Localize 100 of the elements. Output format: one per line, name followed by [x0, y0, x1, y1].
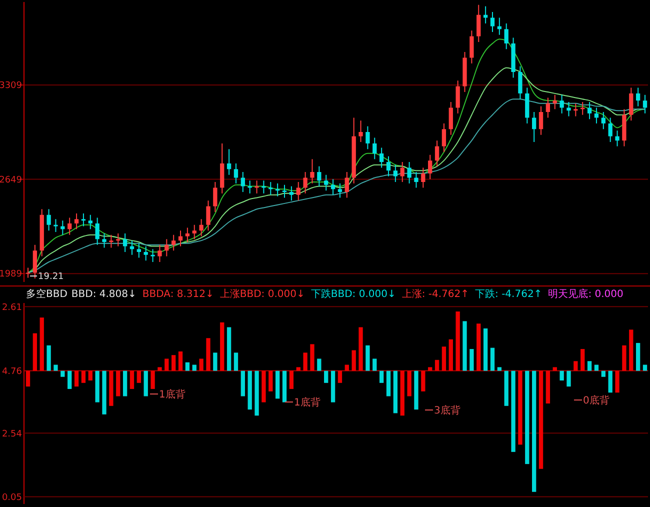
- text: 明天见底: 0.000: [548, 288, 624, 300]
- bar: [414, 370, 418, 410]
- candlestick: [136, 242, 141, 258]
- candlestick: [518, 66, 522, 100]
- candlestick: [185, 227, 190, 242]
- bar: [32, 333, 38, 371]
- candlestick: [629, 87, 634, 122]
- bar: [601, 370, 606, 377]
- text: 下跌BBD: 0.000↓: [310, 288, 396, 300]
- bar: [330, 370, 336, 402]
- bar: [456, 311, 460, 371]
- candlestick: [68, 217, 72, 236]
- bar: [310, 344, 314, 371]
- candlestick: [81, 212, 86, 227]
- bar: [324, 370, 328, 383]
- bar: [109, 370, 114, 406]
- annotation: 1底背: [294, 396, 320, 408]
- bar: [248, 370, 252, 410]
- candlestick: [372, 137, 377, 160]
- candlestick: [532, 112, 536, 142]
- candlestick: [74, 212, 79, 230]
- bar: [372, 358, 377, 371]
- bar: [185, 362, 190, 371]
- bar: [546, 370, 550, 404]
- candlestick: [88, 214, 92, 230]
- y-tick-label: 1989: [0, 270, 22, 280]
- bar: [386, 370, 391, 396]
- text: BBD: 4.808↓: [71, 289, 136, 300]
- bar: [68, 370, 72, 389]
- candlestick: [109, 234, 114, 248]
- text: 2.61: [2, 302, 22, 313]
- text: 上涨: -4.762↑: [402, 288, 470, 300]
- bar: [532, 370, 536, 492]
- annotation: 1底背: [159, 388, 186, 400]
- bar: [81, 370, 86, 383]
- candlestick: [178, 230, 183, 247]
- candlestick: [608, 117, 612, 142]
- bar: [504, 370, 508, 406]
- candlestick: [490, 12, 495, 32]
- bar: [164, 358, 169, 371]
- bar: [594, 364, 599, 371]
- candlestick: [538, 106, 544, 136]
- bar: [352, 350, 356, 371]
- candlestick: [54, 218, 58, 232]
- bar: [518, 370, 522, 445]
- bar: [262, 370, 266, 402]
- candlestick: [282, 184, 287, 198]
- bar: [490, 348, 495, 371]
- bar: [407, 370, 412, 396]
- text: 4.76: [2, 366, 22, 377]
- bar: [144, 370, 148, 396]
- annotation: 3底背: [434, 404, 460, 416]
- text: BBDA: 8.312↓: [142, 289, 214, 300]
- bar: [296, 367, 300, 371]
- candlestick: [102, 232, 106, 248]
- bar: [642, 364, 648, 371]
- bar: [483, 328, 488, 371]
- y-tick-label: 3309: [0, 81, 22, 92]
- candlestick: [172, 234, 176, 252]
- candlestick: [580, 102, 585, 116]
- bar: [622, 345, 626, 371]
- bar: [192, 364, 196, 371]
- candlestick: [289, 186, 294, 202]
- candlestick: [296, 182, 300, 202]
- annotation: 19.21: [38, 272, 64, 282]
- bar: [538, 370, 544, 469]
- candlestick: [240, 172, 245, 192]
- candlestick: [566, 102, 571, 117]
- candlestick: [642, 94, 648, 114]
- candlestick: [317, 166, 322, 187]
- annotation: 0底背: [583, 394, 610, 406]
- bar: [88, 370, 92, 380]
- candlestick: [310, 158, 314, 184]
- bar: [421, 370, 426, 392]
- bar: [26, 370, 30, 387]
- bar: [552, 367, 557, 371]
- candlestick: [46, 208, 51, 232]
- candlestick: [268, 182, 273, 196]
- candlestick: [601, 112, 606, 130]
- candlestick: [414, 172, 418, 188]
- candlestick: [234, 162, 238, 184]
- bar: [275, 370, 280, 399]
- bar: [240, 370, 245, 396]
- bar: [226, 327, 232, 371]
- bar: [470, 349, 474, 371]
- candlestick: [158, 244, 162, 262]
- candlestick: [206, 200, 210, 232]
- bar: [158, 367, 162, 371]
- bar: [282, 370, 287, 402]
- candlestick: [448, 102, 453, 136]
- bar: [136, 370, 141, 383]
- bar: [428, 367, 432, 371]
- candlestick: [164, 238, 169, 257]
- bar: [629, 330, 634, 371]
- bar: [54, 364, 58, 371]
- candlestick: [587, 102, 592, 120]
- candlestick: [144, 246, 148, 262]
- candlestick: [636, 87, 640, 107]
- bar: [574, 361, 578, 371]
- candlestick: [546, 97, 550, 118]
